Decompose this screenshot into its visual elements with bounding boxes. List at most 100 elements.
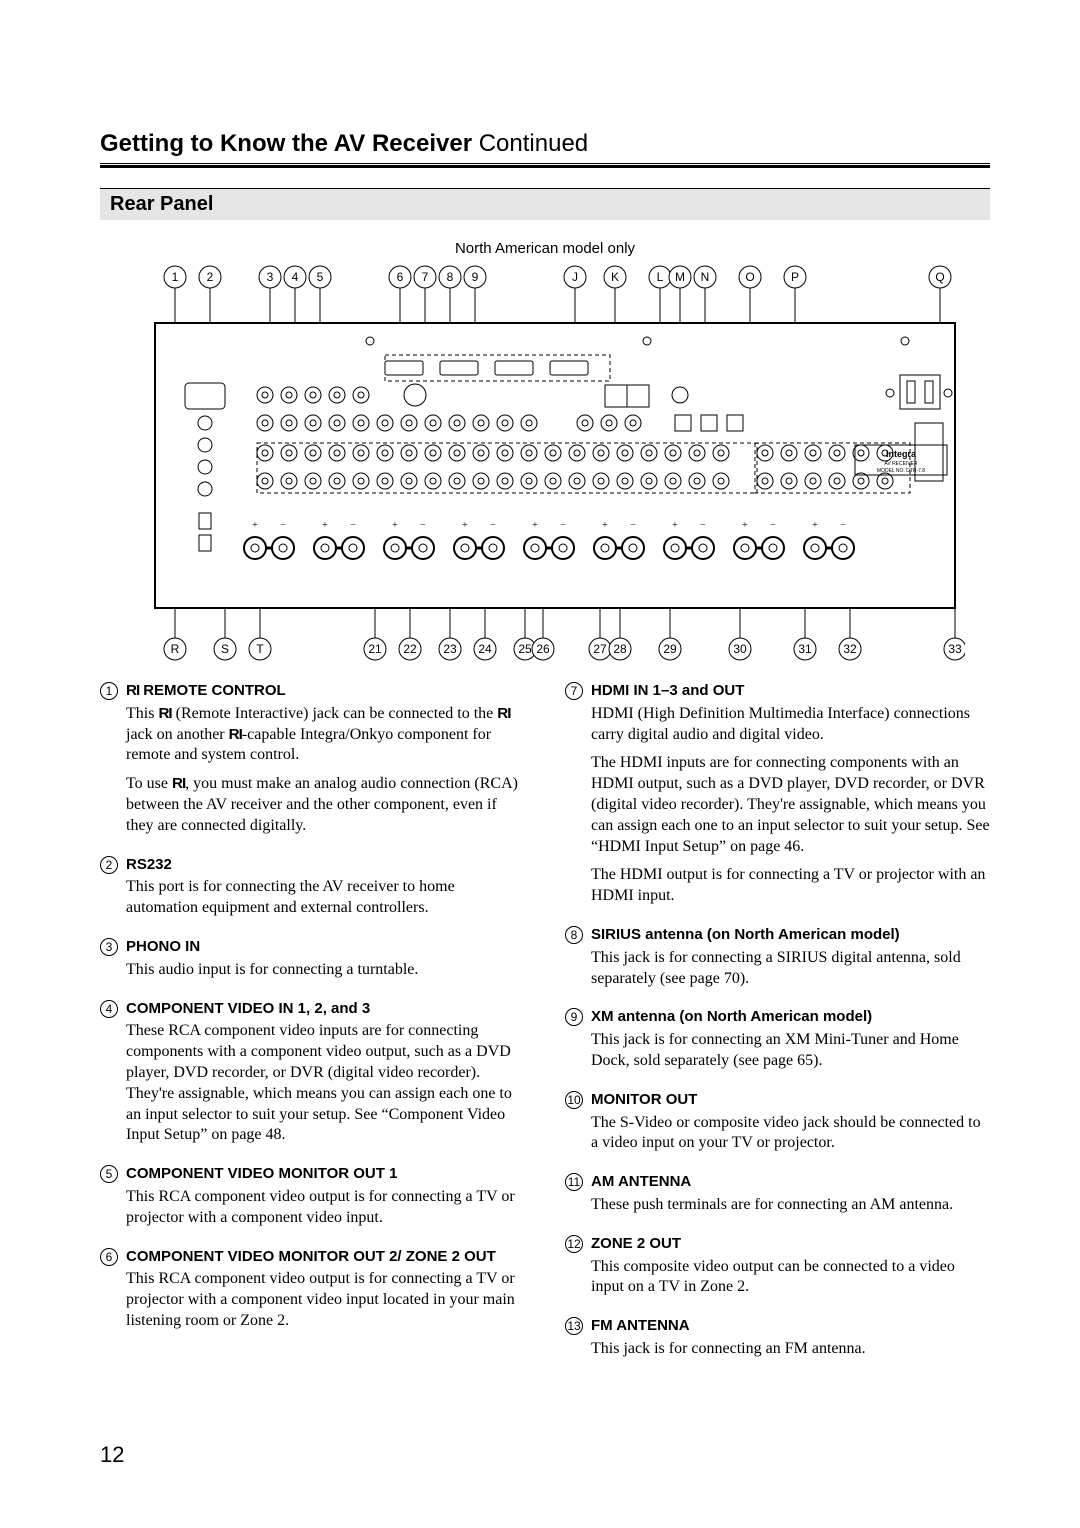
page-title: Getting to Know the AV Receiver Continue… (100, 130, 990, 162)
item-paragraph: This composite video output can be conne… (591, 1257, 990, 1299)
description-item: 11AM ANTENNAThese push terminals are for… (565, 1172, 990, 1224)
item-body: HDMI IN 1–3 and OUTHDMI (High Definition… (591, 681, 990, 915)
item-title: AM ANTENNA (591, 1172, 990, 1193)
svg-text:29: 29 (663, 642, 677, 656)
svg-text:+: + (462, 520, 468, 531)
item-paragraph: HDMI (High Definition Multimedia Interfa… (591, 704, 990, 746)
item-title: COMPONENT VIDEO MONITOR OUT 2/ ZONE 2 OU… (126, 1247, 525, 1268)
svg-text:+: + (532, 520, 538, 531)
item-paragraph: This RCA component video output is for c… (126, 1187, 525, 1229)
svg-text:Q: Q (935, 270, 944, 284)
item-text: These push terminals are for connecting … (591, 1195, 990, 1216)
svg-text:31: 31 (798, 642, 812, 656)
svg-text:K: K (611, 270, 619, 284)
item-paragraph: To use RI, you must make an analog audio… (126, 774, 525, 836)
ri-icon: RI (172, 774, 185, 794)
item-paragraph: These RCA component video inputs are for… (126, 1021, 525, 1146)
svg-text:26: 26 (536, 642, 550, 656)
svg-text:−: − (630, 520, 636, 531)
svg-text:T: T (256, 642, 264, 656)
item-text: This jack is for connecting a SIRIUS dig… (591, 948, 990, 990)
svg-text:−: − (280, 520, 286, 531)
item-number: 8 (565, 925, 591, 997)
description-item: 4COMPONENT VIDEO IN 1, 2, and 3These RCA… (100, 999, 525, 1155)
svg-text:+: + (392, 520, 398, 531)
svg-text:AV RECEIVER: AV RECEIVER (884, 461, 918, 467)
description-item: 10MONITOR OUTThe S-Video or composite vi… (565, 1090, 990, 1162)
svg-text:3: 3 (267, 270, 274, 284)
item-title: ZONE 2 OUT (591, 1234, 990, 1255)
item-title: RI REMOTE CONTROL (126, 681, 525, 702)
item-number: 7 (565, 681, 591, 915)
diagram-note: North American model only (100, 240, 990, 257)
svg-text:J: J (572, 270, 578, 284)
item-paragraph: This jack is for connecting an FM antenn… (591, 1339, 990, 1360)
svg-text:R: R (171, 642, 180, 656)
item-title: PHONO IN (126, 937, 525, 958)
svg-text:+: + (322, 520, 328, 531)
item-paragraph: This jack is for connecting a SIRIUS dig… (591, 948, 990, 990)
item-text: This audio input is for connecting a tur… (126, 960, 525, 981)
item-number: 2 (100, 855, 126, 927)
ri-icon: RI (229, 725, 242, 745)
item-paragraph: The HDMI output is for connecting a TV o… (591, 865, 990, 907)
item-number: 9 (565, 1007, 591, 1079)
left-column: 1RI REMOTE CONTROLThis RI (Remote Intera… (100, 681, 525, 1378)
svg-text:−: − (560, 520, 566, 531)
svg-text:21: 21 (368, 642, 382, 656)
page-title-group: Getting to Know the AV Receiver Continue… (100, 130, 990, 168)
svg-text:7: 7 (422, 270, 429, 284)
svg-text:33: 33 (948, 642, 962, 656)
ri-icon: RI (497, 704, 510, 724)
item-paragraph: These push terminals are for connecting … (591, 1195, 990, 1216)
svg-text:−: − (770, 520, 776, 531)
item-title: RS232 (126, 855, 525, 876)
svg-text:+: + (742, 520, 748, 531)
svg-text:27: 27 (593, 642, 607, 656)
item-number: 4 (100, 999, 126, 1155)
svg-text:L: L (657, 270, 664, 284)
section-heading: Rear Panel (100, 188, 990, 220)
svg-text:−: − (840, 520, 846, 531)
item-body: SIRIUS antenna (on North American model)… (591, 925, 990, 997)
ri-icon: RI (126, 681, 139, 701)
svg-text:+: + (672, 520, 678, 531)
item-text: This jack is for connecting an XM Mini-T… (591, 1030, 990, 1072)
ri-icon: RI (158, 704, 171, 724)
item-title: XM antenna (on North American model) (591, 1007, 990, 1028)
svg-text:23: 23 (443, 642, 457, 656)
svg-text:−: − (700, 520, 706, 531)
item-body: RS232This port is for connecting the AV … (126, 855, 525, 927)
description-item: 1RI REMOTE CONTROLThis RI (Remote Intera… (100, 681, 525, 845)
item-paragraph: This port is for connecting the AV recei… (126, 877, 525, 919)
item-text: This composite video output can be conne… (591, 1257, 990, 1299)
item-body: ZONE 2 OUTThis composite video output ca… (591, 1234, 990, 1306)
description-item: 12ZONE 2 OUTThis composite video output … (565, 1234, 990, 1306)
svg-text:N: N (701, 270, 710, 284)
svg-text:30: 30 (733, 642, 747, 656)
svg-text:32: 32 (843, 642, 857, 656)
svg-text:+: + (602, 520, 608, 531)
item-number: 13 (565, 1316, 591, 1368)
item-paragraph: This audio input is for connecting a tur… (126, 960, 525, 981)
item-title: FM ANTENNA (591, 1316, 990, 1337)
svg-text:P: P (791, 270, 799, 284)
svg-text:6: 6 (397, 270, 404, 284)
item-number: 5 (100, 1164, 126, 1236)
description-item: 3PHONO INThis audio input is for connect… (100, 937, 525, 989)
page-title-main: Getting to Know the AV Receiver (100, 130, 472, 157)
svg-text:−: − (350, 520, 356, 531)
item-number: 3 (100, 937, 126, 989)
svg-text:O: O (745, 270, 754, 284)
item-title: HDMI IN 1–3 and OUT (591, 681, 990, 702)
item-text: These RCA component video inputs are for… (126, 1021, 525, 1146)
item-text: This RCA component video output is for c… (126, 1269, 525, 1331)
svg-text:S: S (221, 642, 229, 656)
item-body: PHONO INThis audio input is for connecti… (126, 937, 525, 989)
svg-text:4: 4 (292, 270, 299, 284)
svg-text:25: 25 (518, 642, 532, 656)
rear-panel-diagram: North American model only 123456789JKLMN… (100, 240, 990, 663)
description-item: 7HDMI IN 1–3 and OUTHDMI (High Definitio… (565, 681, 990, 915)
item-title: SIRIUS antenna (on North American model) (591, 925, 990, 946)
svg-text:22: 22 (403, 642, 417, 656)
